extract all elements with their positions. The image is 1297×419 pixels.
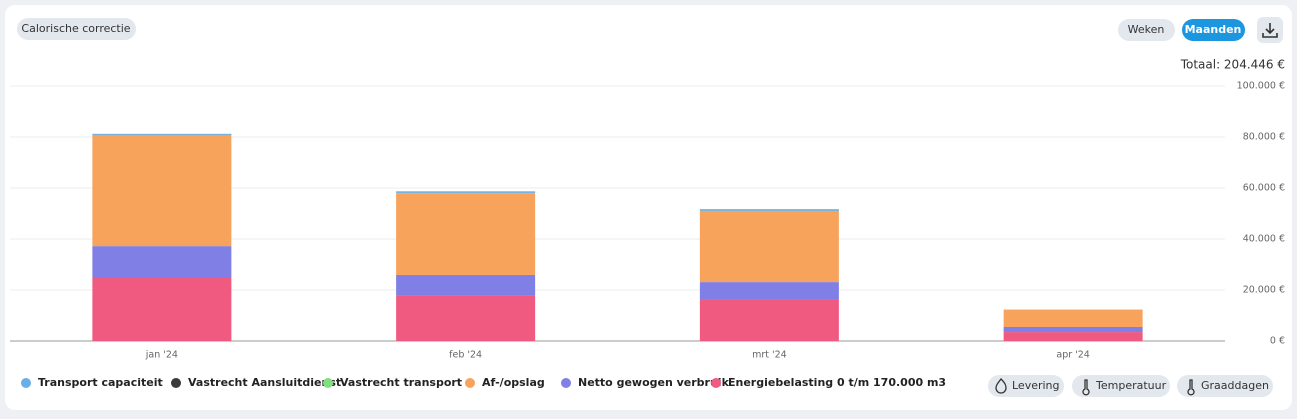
x-tick-label: jan '24 bbox=[145, 350, 178, 361]
legend-swatch bbox=[711, 378, 721, 388]
legend-swatch bbox=[171, 378, 181, 388]
bar-segment bbox=[396, 275, 535, 295]
weeks-label[interactable]: Weken bbox=[1128, 23, 1165, 36]
legend-label: Netto gewogen verbruik bbox=[578, 376, 730, 389]
toggle-temperatuur[interactable]: Temperatuur bbox=[1072, 375, 1170, 397]
legend-swatch bbox=[21, 378, 31, 388]
x-tick-label: apr '24 bbox=[1056, 350, 1089, 361]
toggle-graaddagen[interactable]: Graaddagen bbox=[1177, 375, 1273, 397]
bar-segment bbox=[1004, 332, 1143, 341]
legend-label: Energiebelasting 0 t/m 170.000 m3 bbox=[728, 376, 946, 389]
legend-swatch bbox=[561, 378, 571, 388]
toggle-label[interactable]: Levering bbox=[1012, 379, 1060, 392]
legend-swatch bbox=[323, 378, 333, 388]
bar-segment bbox=[92, 278, 231, 341]
legend-label: Vastrecht transport bbox=[340, 376, 462, 389]
y-tick-label: 100.000 € bbox=[1237, 81, 1285, 92]
bar-segment bbox=[700, 300, 839, 341]
x-tick-label: mrt '24 bbox=[752, 350, 787, 361]
y-tick-label: 60.000 € bbox=[1243, 183, 1285, 194]
legend-label: Vastrecht Aansluitdienst bbox=[188, 376, 341, 389]
bar-segment bbox=[700, 282, 839, 300]
bar-segment bbox=[92, 135, 231, 246]
legend-label: Af-/opslag bbox=[482, 376, 545, 389]
bar-segment bbox=[1004, 310, 1143, 327]
y-tick-label: 40.000 € bbox=[1243, 234, 1285, 245]
bar-segment bbox=[396, 193, 535, 275]
bar-segment bbox=[700, 209, 839, 211]
toggle-label[interactable]: Temperatuur bbox=[1095, 379, 1167, 392]
legend-swatch bbox=[465, 378, 475, 388]
bar-segment bbox=[1004, 327, 1143, 332]
filter-chip-label[interactable]: Calorische correctie bbox=[21, 22, 130, 35]
bar-segment bbox=[396, 191, 535, 193]
x-tick-label: feb '24 bbox=[449, 350, 482, 361]
y-tick-label: 0 € bbox=[1270, 336, 1285, 347]
legend-label: Transport capaciteit bbox=[38, 376, 163, 389]
toggle-label[interactable]: Graaddagen bbox=[1201, 379, 1269, 392]
months-label[interactable]: Maanden bbox=[1185, 23, 1242, 36]
bar-segment bbox=[92, 134, 231, 135]
download-button[interactable] bbox=[1257, 17, 1283, 43]
bar-segment bbox=[396, 295, 535, 341]
total: Totaal: 204.446 € bbox=[1180, 58, 1285, 72]
y-tick-label: 20.000 € bbox=[1243, 285, 1285, 296]
y-tick-label: 80.000 € bbox=[1243, 132, 1285, 143]
bar-segment bbox=[700, 211, 839, 282]
toggle-levering[interactable]: Levering bbox=[988, 375, 1064, 397]
bar-segment bbox=[92, 246, 231, 278]
